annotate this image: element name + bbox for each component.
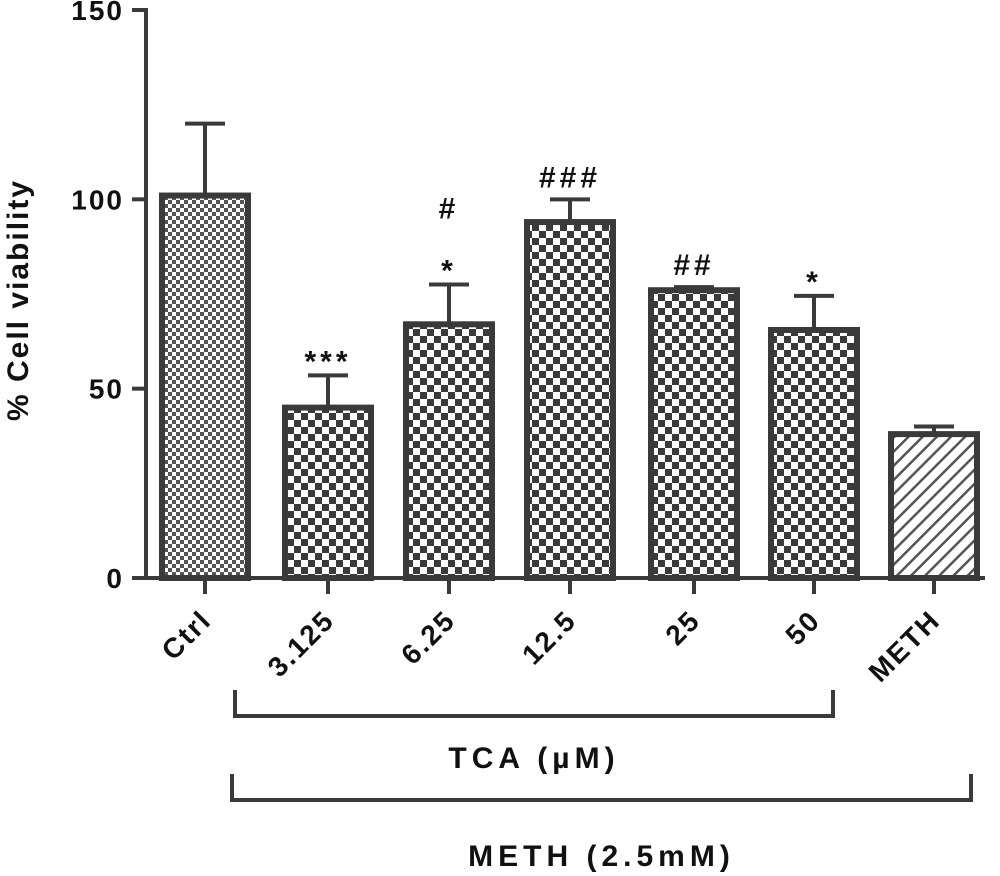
bar-50: [768, 326, 860, 581]
y-axis-label: % Cell viability: [2, 179, 35, 421]
y-tick-label: 50: [89, 374, 124, 405]
significance-marker: #: [439, 193, 460, 226]
y-tick-label: 150: [71, 0, 124, 26]
x-tick-label: 12.5: [516, 604, 582, 670]
significance-marker: ###: [539, 161, 601, 194]
bar-12-5: [524, 219, 616, 581]
bar-6-25: [403, 321, 495, 581]
significance-marker: ##: [673, 249, 714, 282]
y-tick-label: 100: [71, 184, 124, 215]
significance-marker: *: [441, 255, 457, 288]
x-tick-label: Ctrl: [156, 604, 218, 666]
x-tick-label: 3.125: [262, 604, 341, 683]
bar-25: [648, 287, 740, 581]
y-tick-label: 0: [106, 563, 124, 594]
group-bracket: [233, 690, 835, 718]
bar-ctrl: [159, 192, 251, 581]
x-tick-label: METH: [863, 604, 947, 688]
significance-marker: ***: [304, 345, 351, 378]
x-tick-label: 6.25: [395, 604, 461, 670]
bar-3-125: [282, 404, 374, 581]
plot-area: 0 50 100 150 Ctrl 3.125 *** 6.25 * #12.5 ### 25 ## 50…: [71, 0, 985, 873]
group-label: TCA (µM): [448, 742, 619, 775]
group-bracket: [230, 774, 973, 802]
bar-meth: [888, 431, 980, 581]
significance-marker: *: [806, 266, 822, 299]
group-label: METH (2.5mM): [468, 840, 735, 873]
x-tick-label: 25: [659, 604, 706, 651]
x-tick-label: 50: [779, 604, 826, 651]
